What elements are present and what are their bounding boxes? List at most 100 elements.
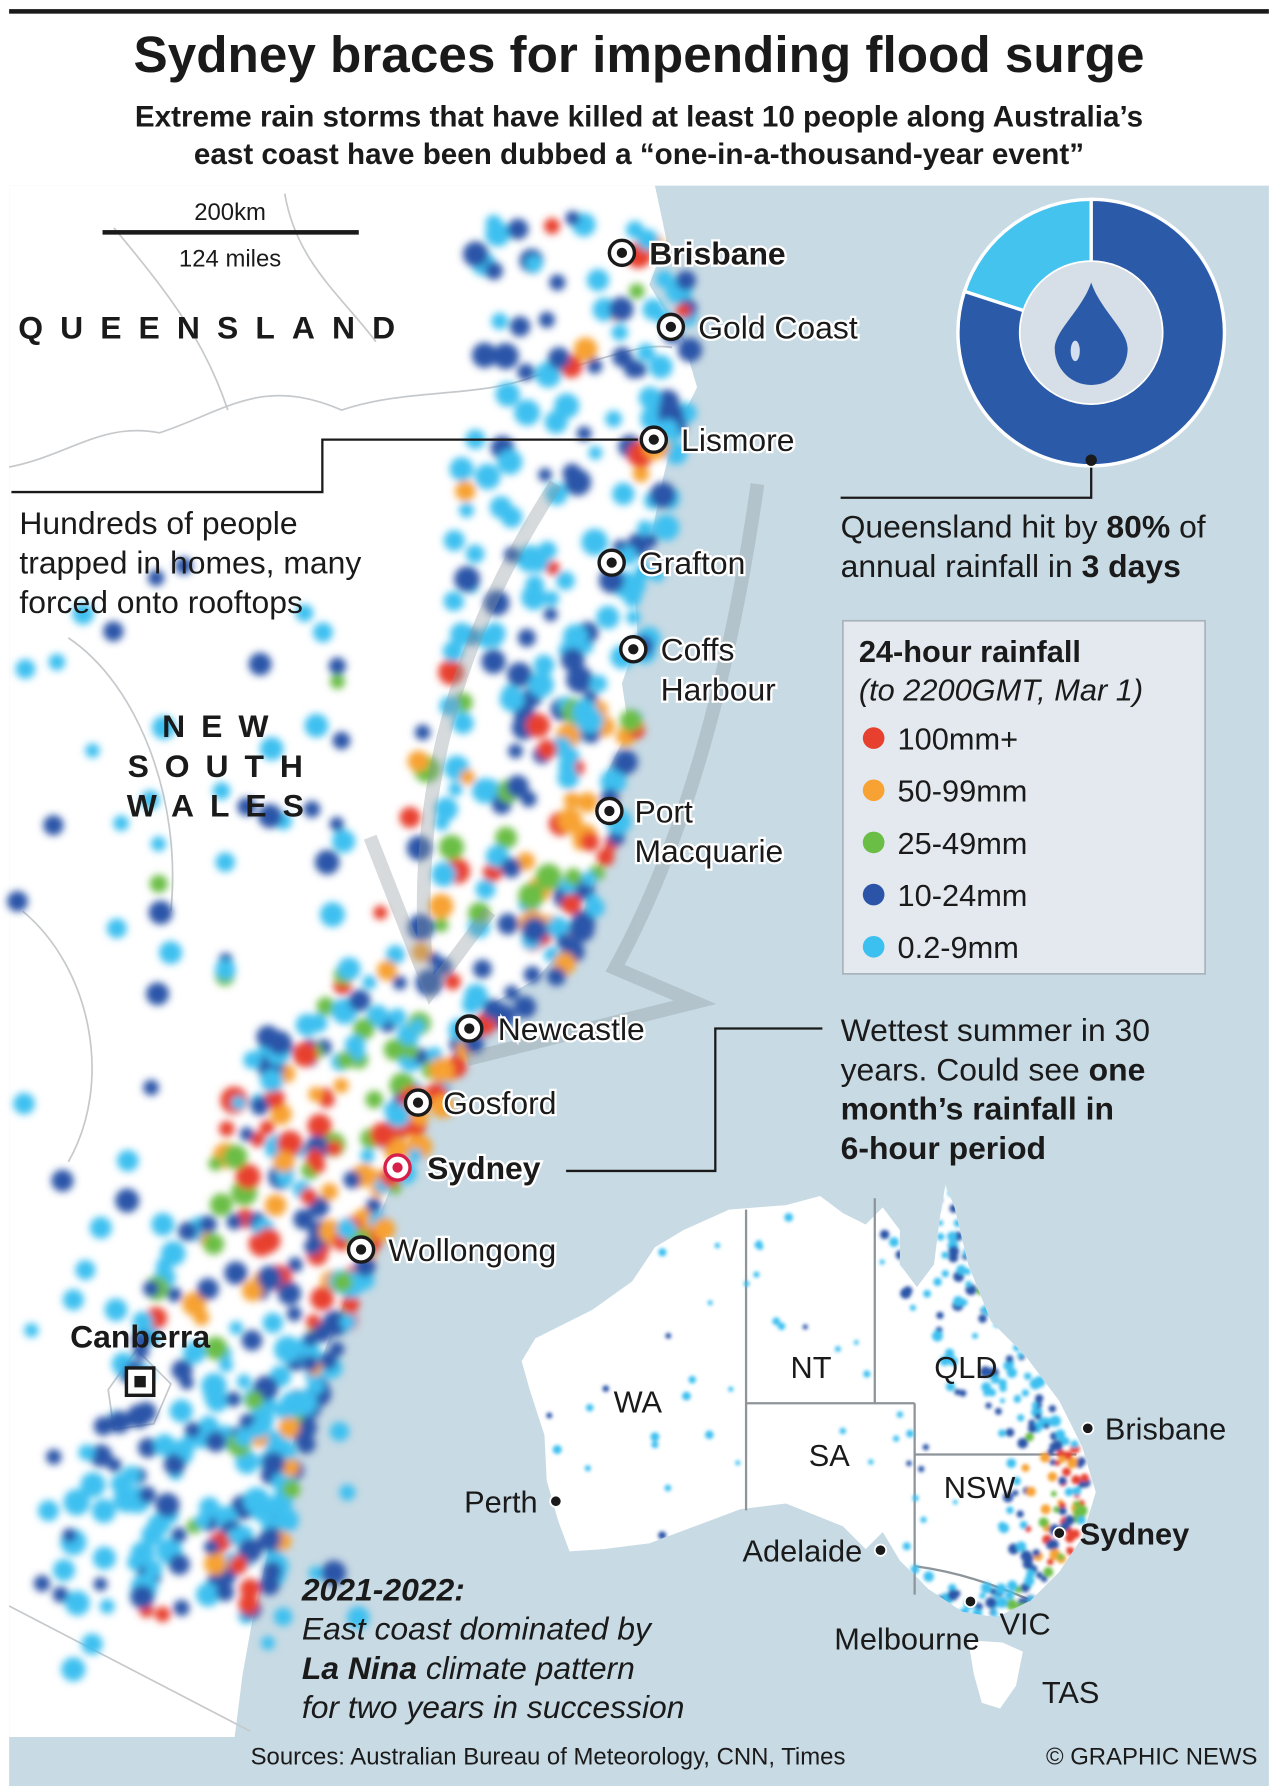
rain-dot: [589, 674, 608, 693]
rain-dot: [241, 1330, 263, 1351]
rain-dot: [410, 1019, 425, 1034]
rain-dot: [1016, 1510, 1024, 1518]
rain-dot: [665, 1332, 672, 1339]
leader-line: [566, 1027, 823, 1173]
rain-dot: [303, 800, 321, 818]
legend-swatch: [862, 883, 885, 906]
rain-dot: [1006, 1506, 1014, 1514]
rain-dot: [107, 1410, 131, 1434]
rain-dot: [936, 1233, 945, 1241]
rain-dot: [348, 989, 371, 1012]
rain-dot: [580, 832, 600, 852]
rain-dot: [250, 1096, 270, 1116]
rain-dot: [996, 1596, 1008, 1608]
rain-dot: [99, 1598, 115, 1614]
rain-dot: [1005, 1355, 1014, 1363]
rain-dot: [547, 916, 570, 939]
city-label: Gold Coast: [698, 309, 858, 345]
rain-dot: [565, 210, 580, 226]
rain-dot: [525, 255, 543, 273]
rain-dot: [554, 393, 580, 419]
rain-dot: [516, 852, 535, 871]
rain-dot: [953, 1590, 961, 1597]
rain-dot: [945, 1381, 956, 1392]
rain-dot: [755, 1240, 763, 1247]
rain-dot: [889, 1237, 899, 1248]
rain-dot: [631, 362, 647, 378]
rain-dot: [586, 269, 610, 292]
rain-dot: [331, 829, 356, 853]
inset-city-dot: [1052, 1526, 1066, 1540]
arrow: [465, 483, 765, 1066]
rain-dot: [941, 1251, 949, 1259]
rain-dot: [520, 791, 537, 808]
rain-dot: [411, 942, 431, 962]
rain-dot: [475, 879, 496, 900]
rain-dot: [985, 1402, 992, 1409]
state-label: SA: [809, 1438, 851, 1473]
rain-dot: [892, 1435, 900, 1442]
rain-dot: [649, 482, 676, 509]
rain-dot: [535, 863, 562, 891]
rain-dot: [665, 442, 688, 465]
rain-dot: [208, 1156, 223, 1171]
rain-dot: [193, 1309, 210, 1326]
rain-dot: [906, 1460, 912, 1467]
annotation: trapped in homes, many: [19, 545, 361, 581]
rain-dot: [981, 1382, 992, 1393]
inset-city-label: Adelaide: [743, 1534, 863, 1569]
rain-dot: [556, 933, 573, 951]
rain-dot: [314, 849, 340, 875]
rain-dot: [264, 1088, 285, 1109]
rain-dot: [506, 775, 529, 798]
rain-dot: [388, 1008, 407, 1026]
rain-dot: [547, 347, 571, 370]
rain-dot: [113, 1486, 140, 1513]
rain-dot: [278, 1417, 300, 1439]
rain-dot: [637, 229, 659, 251]
rain-dot: [332, 731, 351, 750]
rain-dot: [499, 686, 525, 712]
rain-dot: [171, 1359, 193, 1381]
rain-dot: [743, 1280, 750, 1287]
rain-dot: [1002, 1492, 1014, 1503]
rain-dot: [650, 1432, 660, 1442]
rain-dot: [1076, 1462, 1083, 1469]
rain-dot: [642, 298, 665, 321]
city-label: Coffs: [661, 632, 735, 668]
rain-dot: [495, 382, 521, 407]
rain-dot: [513, 995, 537, 1019]
rain-dot: [321, 1560, 347, 1586]
annotation: East coast dominated by: [302, 1611, 653, 1647]
rain-dot: [250, 1495, 277, 1523]
rain-dot: [293, 1209, 314, 1230]
rain-dot: [784, 1212, 794, 1222]
rain-dot: [1031, 1401, 1039, 1409]
annotation: Wettest summer in 30: [841, 1012, 1150, 1048]
rain-dot: [1024, 1575, 1035, 1586]
subtitle: east coast have been dubbed a “one-in-a-…: [194, 138, 1084, 171]
rain-dot: [329, 674, 346, 690]
rain-dot: [628, 283, 645, 300]
annotation: month’s rainfall in: [841, 1091, 1114, 1127]
rain-dot: [556, 571, 575, 591]
flow-arrows: [363, 480, 765, 1066]
rain-dot: [658, 1248, 667, 1257]
inset-city-dot: [549, 1494, 563, 1508]
rain-dot: [151, 715, 176, 740]
rain-dot: [264, 1194, 287, 1217]
rain-dot: [195, 1513, 211, 1529]
legend-label: 100mm+: [898, 721, 1019, 756]
rain-dot: [948, 1246, 960, 1257]
rain-dot: [150, 836, 167, 852]
rain-dot: [1047, 1471, 1058, 1482]
city-marker-dot: [648, 434, 659, 445]
rain-dot: [273, 1150, 295, 1173]
rain-dot: [406, 835, 432, 861]
rain-dot: [1014, 1394, 1021, 1402]
rain-dot: [274, 1508, 299, 1533]
rain-dot: [286, 1306, 302, 1322]
inset-city-label: Perth: [464, 1485, 537, 1520]
rain-dot: [167, 1287, 183, 1303]
rain-dot: [560, 647, 585, 672]
